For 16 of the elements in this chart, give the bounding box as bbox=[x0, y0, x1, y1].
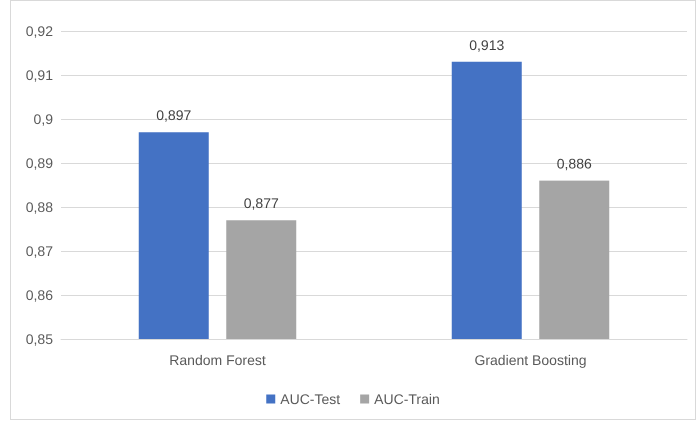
y-tick-label: 0,9 bbox=[34, 111, 54, 127]
x-tick-label: Gradient Boosting bbox=[474, 352, 587, 368]
y-tick-label: 0,91 bbox=[26, 67, 54, 83]
y-tick-label: 0,87 bbox=[26, 243, 54, 259]
data-label: 0,886 bbox=[556, 156, 592, 172]
y-tick-label: 0,86 bbox=[26, 287, 54, 303]
legend-label: AUC-Train bbox=[374, 391, 440, 407]
legend-label: AUC-Test bbox=[280, 391, 340, 407]
y-tick-label: 0,92 bbox=[26, 23, 54, 39]
y-tick-label: 0,85 bbox=[26, 331, 54, 347]
x-tick-label: Random Forest bbox=[169, 352, 266, 368]
y-tick-label: 0,88 bbox=[26, 199, 54, 215]
data-label: 0,913 bbox=[469, 36, 504, 53]
data-label: 0,897 bbox=[156, 107, 192, 124]
data-label: 0,877 bbox=[244, 195, 279, 212]
y-tick-label: 0,89 bbox=[26, 155, 54, 171]
